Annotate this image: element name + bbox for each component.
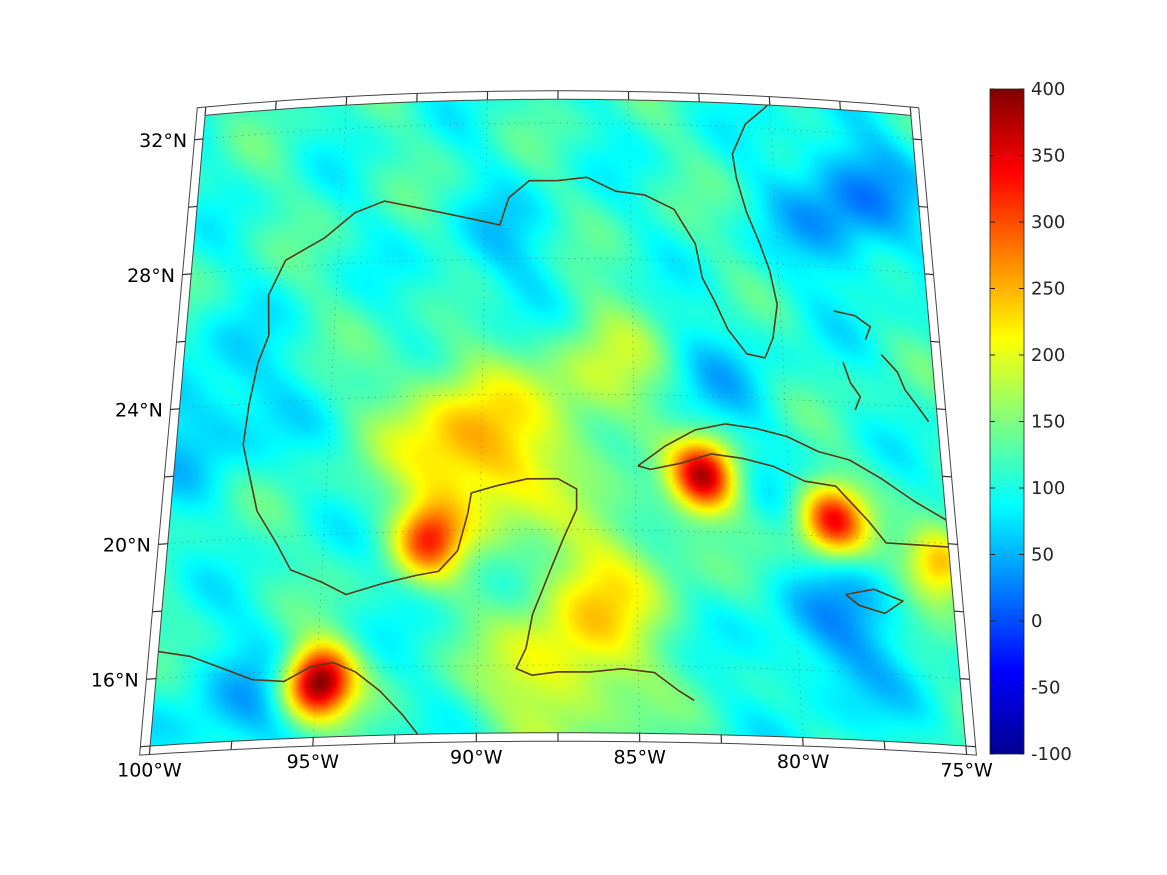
colorbar-tick-label: 0 [1031,611,1042,632]
latitude-label: 32°N [139,130,187,152]
frame-tick [942,475,952,478]
frame-tick [140,745,151,748]
longitude-label: 100°W [117,759,182,781]
colorbar-tick-label: 50 [1031,545,1054,566]
meridian-line [769,105,804,738]
coastline-bahamas3 [880,353,930,423]
data-field [150,99,966,747]
latitude-label: 24°N [115,400,163,422]
frame-tick [965,745,968,755]
longitude-label: 95°W [287,751,340,773]
meridian-line [312,105,347,738]
colorbar: 400 350 300 250 200 150 100 50 0 -50 -100 [989,79,1072,765]
frame-tick [948,543,958,545]
longitude-label: 75°W [940,759,993,781]
frame-tick [182,273,192,276]
frame-tick [954,610,964,613]
frame-tick [176,340,186,343]
colorbar-tick-label: 150 [1031,412,1065,433]
frame-tick [204,106,207,116]
frame-tick [148,745,151,755]
colorbar-gradient [989,88,1025,755]
parallel-line [155,664,961,679]
frame-tick [275,101,277,110]
frame-tick [912,138,922,141]
colorbar-tick-label: -100 [1031,744,1072,765]
coastline-bahamas2 [842,361,862,411]
parallel-line [202,122,914,140]
parallel-line [191,258,925,275]
longitude-label: 80°W [777,751,830,773]
frame-tick [170,408,180,411]
colorbar-tick-label: 100 [1031,478,1065,499]
frame-tick [146,678,157,680]
field-raster [150,99,966,747]
latitude-label: 20°N [103,535,151,557]
parallel-line [179,393,937,410]
colorbar-tick-label: 400 [1031,79,1065,100]
parallel-line [167,529,949,545]
coastline-bahamas1 [833,310,872,341]
longitude-label: 85°W [613,747,666,769]
frame-tick [158,543,168,545]
frame-tick [194,138,204,141]
latitude-label: 16°N [91,669,139,691]
frame-tick [924,273,934,276]
frame-tick [164,475,174,478]
frame-tick [230,741,233,750]
colorbar-tick-label: -50 [1031,678,1060,699]
latitude-label: 28°N [127,265,175,287]
frame-tick [188,205,198,208]
frame-tick [152,610,162,613]
colorbar-ticks: 400 350 300 250 200 150 100 50 0 -50 -100 [990,79,1072,765]
frame-tick [959,678,970,680]
map-frame [139,90,977,756]
coastline-gulf [267,99,779,359]
coastline-jamaica [845,588,904,615]
frame-ticks [140,90,976,755]
colorbar-tick-label: 300 [1031,212,1065,233]
frame-tick [918,205,928,208]
colorbar-tick-label: 350 [1031,146,1065,167]
frame-tick [909,106,912,116]
coastline-mexico [242,335,695,702]
meridian-line [476,99,488,734]
map-panel: 32°N 28°N 24°N 20°N 16°N 100°W 95°W 90°W 85°W 80… [91,90,993,782]
longitude-label: 90°W [450,747,503,769]
coastline-pacific [158,650,419,735]
frame-tick [965,745,976,748]
colorbar-tick-label: 250 [1031,279,1065,300]
latitude-labels: 32°N 28°N 24°N 20°N 16°N [91,130,187,691]
frame-tick [930,340,940,343]
frame-tick [883,741,886,750]
longitude-labels: 100°W 95°W 90°W 85°W 80°W 75°W [117,747,993,782]
meridian-line [628,99,640,734]
colorbar-tick-label: 200 [1031,345,1065,366]
frame-tick [936,408,946,411]
frame-tick [839,101,841,110]
coastlines [158,99,966,735]
